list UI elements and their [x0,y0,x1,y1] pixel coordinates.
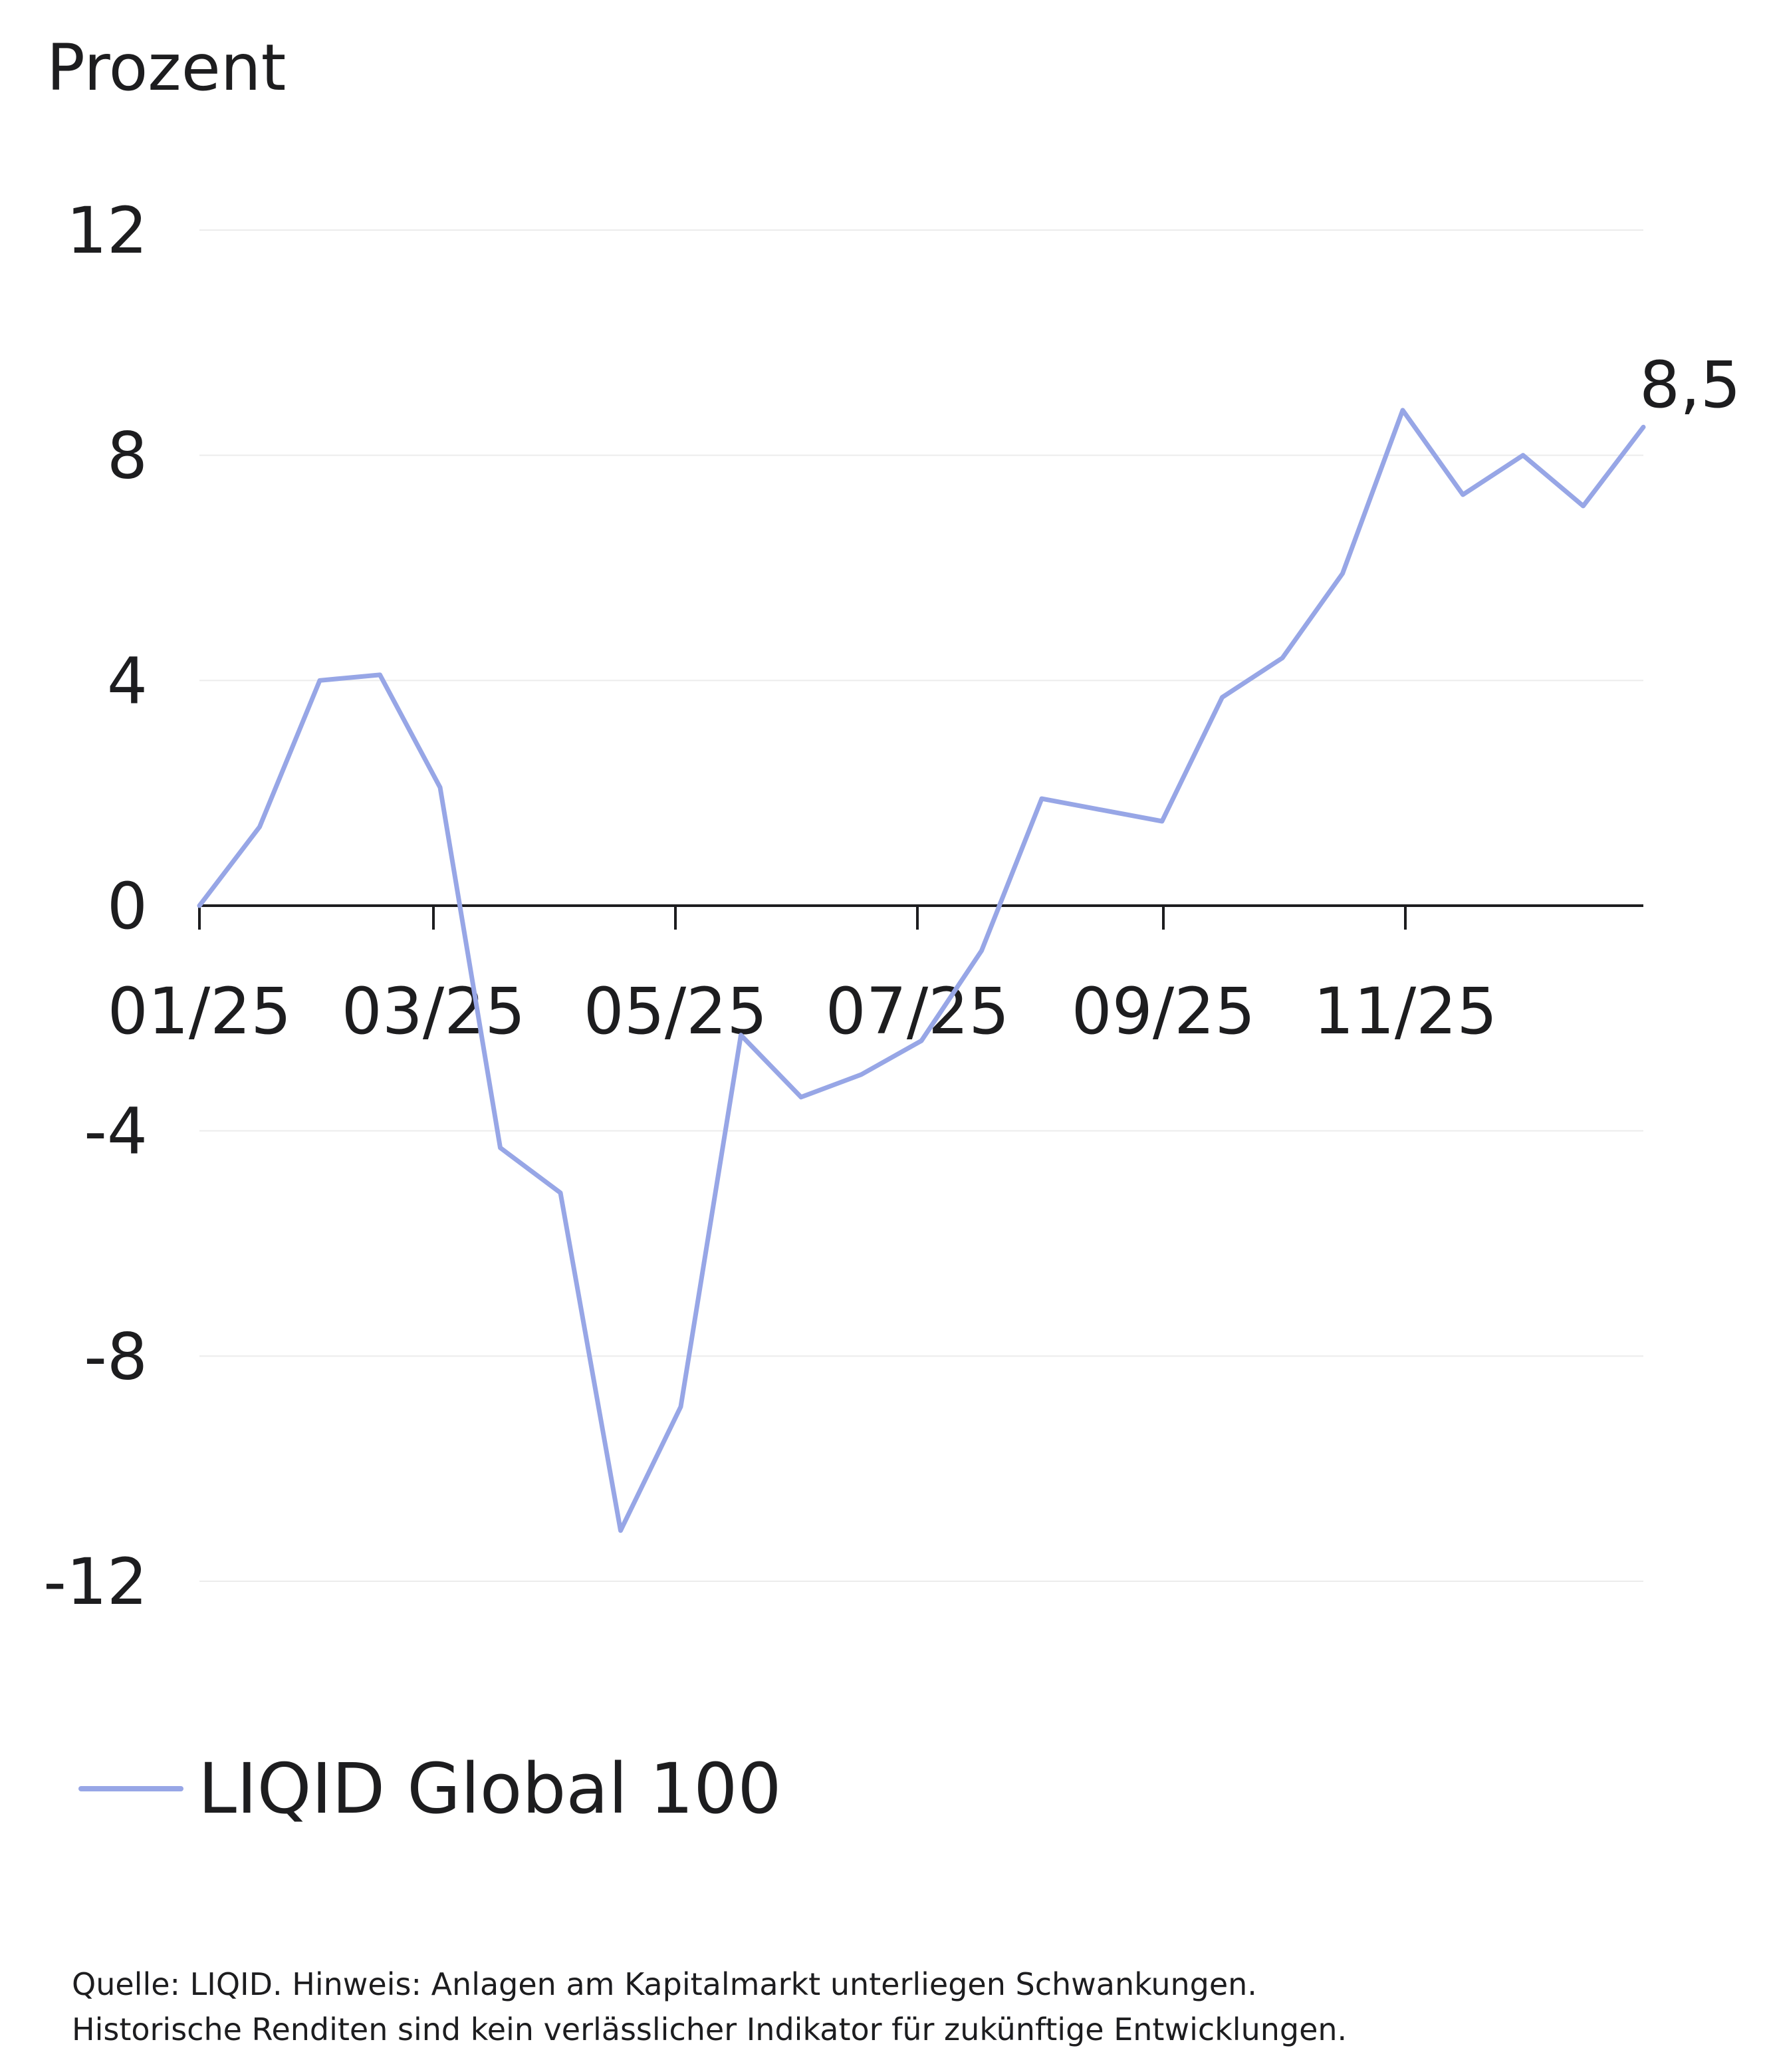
x-tick-label: 05/25 [584,974,768,1049]
legend: LIQID Global 100 [78,1748,782,1829]
source-line-1: Quelle: LIQID. Hinweis: Anlagen am Kapit… [72,1966,1257,2002]
series-line-liqid-global-100 [197,408,1646,1533]
legend-label: LIQID Global 100 [198,1748,782,1829]
y-axis-unit-label: Prozent [47,31,286,105]
y-tick-label: -8 [84,1319,148,1394]
x-tick-label: 09/25 [1072,974,1256,1049]
x-tick-label: 07/25 [826,974,1010,1049]
series-group [197,408,1646,1533]
source-line-2: Historische Renditen sind kein verlässli… [72,2011,1348,2047]
source-note: Quelle: LIQID. Hinweis: Anlagen am Kapit… [72,1962,1720,2052]
x-tick-label: 03/25 [342,974,526,1049]
x-tick-label: 01/25 [108,974,292,1049]
line-chart: Prozent 12 8 4 0 -4 -8 -12 01/25 03/25 05/25 07/2… [43,31,1741,1829]
x-tick-label: 11/25 [1314,974,1498,1049]
end-value-label: 8,5 [1639,348,1741,422]
y-tick-label: 0 [107,869,148,944]
x-axis: 01/25 03/25 05/25 07/25 09/25 11/25 [108,904,1643,1049]
y-tick-labels: 12 8 4 0 -4 -8 -12 [43,194,148,1619]
y-tick-label: -4 [84,1095,148,1169]
gridlines [199,229,1643,1582]
y-tick-label: -12 [43,1545,148,1619]
y-tick-label: 4 [107,644,148,718]
y-tick-label: 8 [107,419,148,493]
y-tick-label: 12 [66,194,148,268]
